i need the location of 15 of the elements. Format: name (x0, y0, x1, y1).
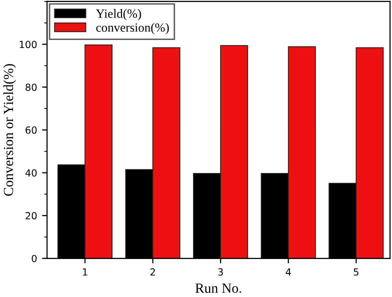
x-tick-label: 5 (354, 268, 358, 276)
x-tick-label: 4 (286, 268, 291, 276)
y-tick-label: 100 (20, 40, 37, 48)
x-tick-label: 2 (150, 268, 155, 276)
x-tick-label: 3 (218, 268, 223, 276)
legend-label: Yield(%) (96, 9, 142, 20)
y-tick-label: 80 (26, 84, 37, 91)
y-tick-label: 40 (25, 169, 37, 177)
y-tick-label: 0 (32, 254, 37, 262)
x-tick-label: 1 (82, 268, 88, 276)
y-tick-label: 60 (26, 126, 37, 134)
x-axis-title: Run No. (195, 284, 242, 293)
y-tick-label: 20 (26, 212, 37, 220)
legend-label: conversion(%) (96, 22, 169, 34)
y-axis-title: Conversion or Yield(%) (3, 64, 16, 196)
